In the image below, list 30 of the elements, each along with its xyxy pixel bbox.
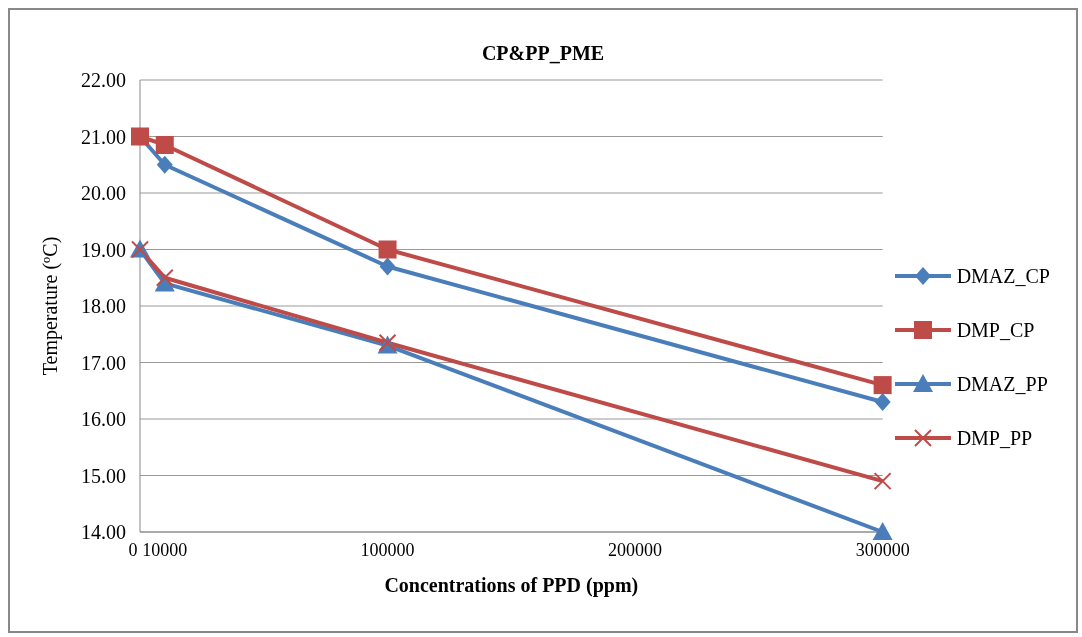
y-tick-label: 20.00 — [81, 182, 126, 205]
y-tick-label: 15.00 — [81, 464, 126, 487]
x-tick-label: 200000 — [608, 540, 663, 560]
point — [155, 268, 174, 287]
x-axis-title: Concentrations of PPD (ppm) — [384, 574, 639, 597]
legend-label: DMP_PP — [956, 426, 1033, 450]
point — [379, 257, 396, 276]
y-tick-label: 16.00 — [81, 408, 126, 431]
point — [872, 522, 893, 540]
y-tick-label: 21.00 — [81, 125, 126, 148]
point — [156, 155, 173, 174]
legend-label: DMAZ_CP — [956, 264, 1050, 288]
x-tick-label: 100000 — [360, 540, 415, 560]
y-tick-label: 22.00 — [81, 69, 126, 92]
point — [155, 135, 174, 154]
chart-title: CP&PP_PME — [481, 42, 605, 64]
x-tick-label: 300000 — [855, 540, 910, 560]
x-tick-label: 10000 — [142, 540, 188, 560]
y-tick-label: 14.00 — [81, 521, 126, 544]
legend-label: DMAZ_PP — [956, 372, 1048, 396]
y-axis-title: Temperature (ºC) — [39, 236, 63, 376]
point — [378, 240, 397, 259]
point — [873, 376, 892, 395]
y-tick-label: 19.00 — [81, 238, 126, 261]
point — [873, 472, 892, 491]
y-tick-label: 18.00 — [81, 295, 126, 318]
legend-label: DMP_CP — [956, 318, 1035, 342]
point — [874, 393, 891, 412]
y-tick-label: 17.00 — [81, 351, 126, 374]
x-tick-label: 0 — [128, 540, 138, 560]
